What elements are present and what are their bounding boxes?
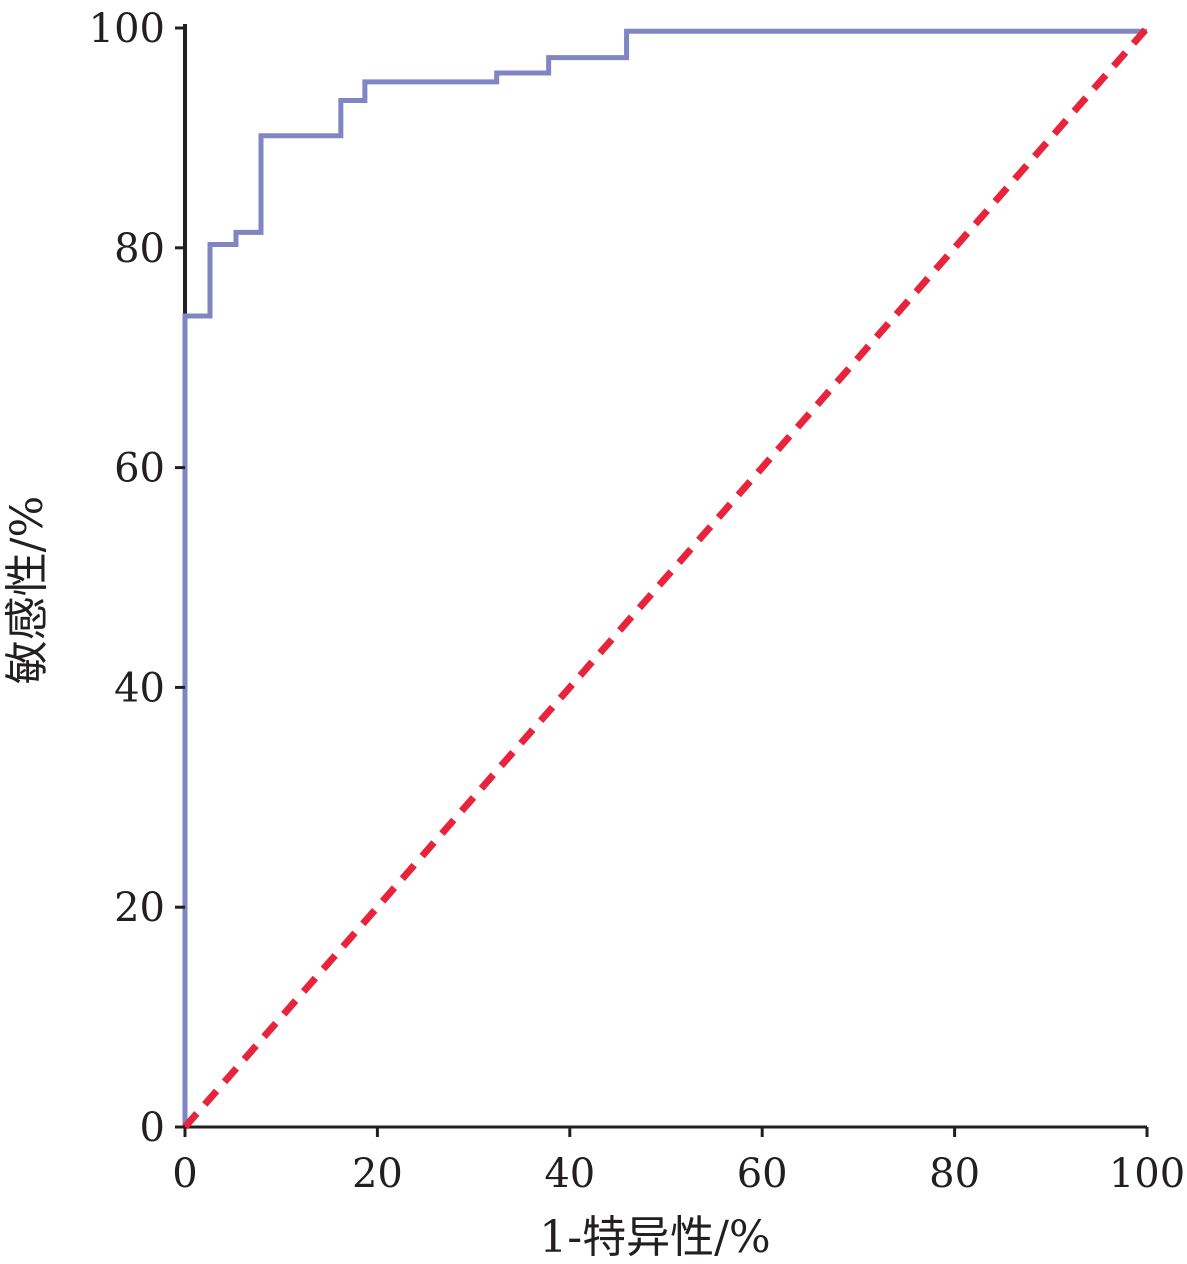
x-tick-label-20: 20: [352, 1151, 403, 1197]
y-tick-label-40: 40: [114, 665, 165, 711]
roc-curve: [182, 28, 1147, 1127]
x-tick-label-0: 0: [172, 1151, 197, 1197]
y-tick-label-60: 60: [114, 446, 165, 492]
ticks: 0 20 40 60 80 100 0 20 40 60 80 100: [89, 6, 1186, 1197]
series-layer: [182, 25, 1150, 1130]
x-axis-title: 1-特异性/%: [539, 1212, 771, 1263]
x-tick-label-100: 100: [1109, 1151, 1185, 1197]
reference-line: [182, 25, 1150, 1130]
y-tick-label-100: 100: [89, 6, 165, 52]
x-tick-label-80: 80: [929, 1151, 980, 1197]
y-tick-label-80: 80: [114, 226, 165, 272]
y-tick-label-20: 20: [114, 885, 165, 931]
x-tick-label-60: 60: [737, 1151, 788, 1197]
y-axis-title: 敏感性/%: [2, 496, 53, 685]
y-tick-label-0: 0: [140, 1105, 165, 1151]
x-tick-label-40: 40: [544, 1151, 595, 1197]
